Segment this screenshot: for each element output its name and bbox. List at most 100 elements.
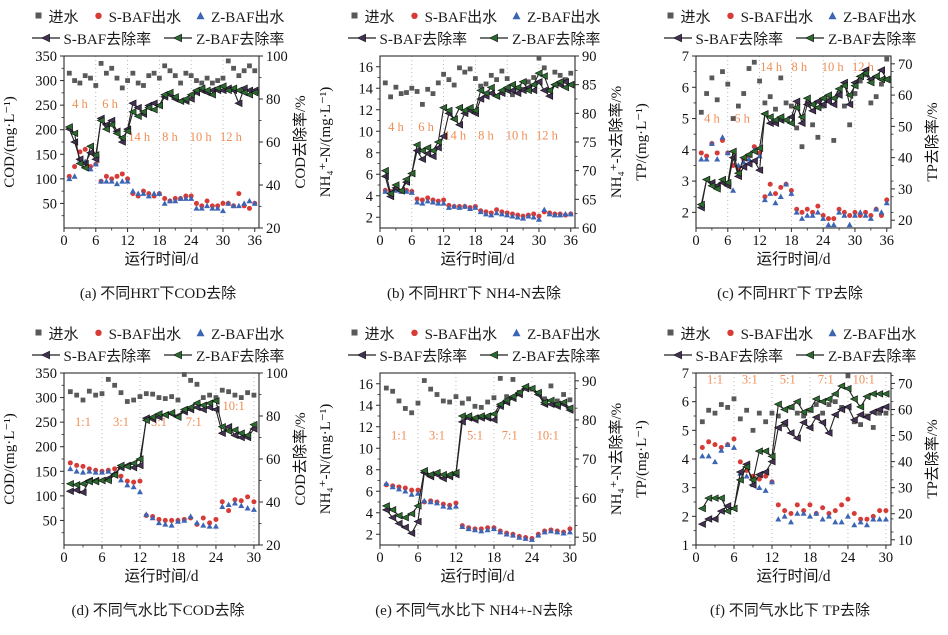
legend-item-influent: 进水 <box>348 323 395 344</box>
svg-text:36: 36 <box>248 233 263 249</box>
legend-item-z-baf-effluent: Z-BAF出水 <box>194 6 284 27</box>
legend-item-label: Z-BAF出水 <box>527 9 601 26</box>
svg-text:60: 60 <box>582 491 597 507</box>
z-baf-effluent-marker-icon <box>196 328 205 337</box>
caption-e: (e) 不同气水比下 NH4+-N去除 <box>375 603 573 619</box>
legend-f: 进水 S-BAF出水 Z-BAF出水 S-BAF去除率 Z-BAF去除率 <box>663 321 916 367</box>
svg-text:7:1: 7:1 <box>186 415 202 429</box>
svg-text:65: 65 <box>582 192 597 208</box>
legend-item-label: Z-BAF出水 <box>211 9 285 26</box>
legend-item-z-baf-removal: Z-BAF去除率 <box>480 28 600 49</box>
legend-item-label: Z-BAF去除率 <box>512 31 601 48</box>
svg-text:6: 6 <box>92 233 99 249</box>
svg-text:30: 30 <box>247 550 262 566</box>
legend-item-label: S-BAF出水 <box>424 9 498 26</box>
legend-item-label: Z-BAF去除率 <box>828 348 917 365</box>
series-z-baf-removal <box>64 82 259 172</box>
svg-text:80: 80 <box>266 409 281 425</box>
svg-text:12: 12 <box>133 550 148 566</box>
svg-text:运行时间/d: 运行时间/d <box>440 250 514 268</box>
legend-item-label: Z-BAF出水 <box>527 326 601 343</box>
legend-item-label: Z-BAF去除率 <box>196 348 285 365</box>
svg-text:36: 36 <box>564 233 579 249</box>
legend-row-2: S-BAF去除率 Z-BAF去除率 <box>31 28 284 49</box>
legend-item-label: S-BAF去除率 <box>695 348 784 365</box>
z-baf-removal-marker-icon <box>480 350 509 360</box>
series-z-baf-removal <box>381 382 574 522</box>
legend-row-2: S-BAF去除率 Z-BAF去除率 <box>663 28 916 49</box>
svg-text:40: 40 <box>898 455 913 471</box>
svg-text:TP去除率/%: TP去除率/% <box>924 419 941 498</box>
svg-text:16: 16 <box>359 60 374 76</box>
svg-text:4: 4 <box>366 506 374 522</box>
x-axis: 0 6 12 18 24 30 36 运行时间/d <box>60 228 262 268</box>
series-influent <box>383 375 573 416</box>
caption-d: (d) 不同气水比下COD去除 <box>71 603 245 619</box>
svg-text:运行时间/d: 运行时间/d <box>124 567 198 585</box>
legend-item-influent: 进水 <box>664 323 711 344</box>
svg-text:60: 60 <box>266 452 281 468</box>
svg-text:2: 2 <box>682 509 689 525</box>
svg-text:TP去除率/%: TP去除率/% <box>924 102 941 181</box>
s-baf-effluent-marker-icon <box>726 329 734 336</box>
s-baf-removal-marker-icon <box>31 33 60 43</box>
svg-text:20: 20 <box>898 213 913 229</box>
svg-text:300: 300 <box>35 391 57 407</box>
svg-text:70: 70 <box>898 57 913 73</box>
svg-text:运行时间/d: 运行时间/d <box>124 250 198 268</box>
s-baf-removal-marker-icon <box>347 33 376 43</box>
legend-item-label: 进水 <box>680 326 711 343</box>
x-axis: 0 6 12 18 24 30 运行时间/d <box>376 545 577 585</box>
svg-text:8 h: 8 h <box>792 60 808 74</box>
legend-item-z-baf-removal: Z-BAF去除率 <box>480 345 600 366</box>
svg-text:1: 1 <box>682 538 689 554</box>
svg-text:40: 40 <box>898 151 913 167</box>
influent-marker-icon <box>667 12 674 19</box>
svg-text:1:1: 1:1 <box>707 372 723 386</box>
legend-d: 进水 S-BAF出水 Z-BAF出水 S-BAF去除率 Z-BAF去除率 <box>31 321 284 367</box>
legend-a: 进水 S-BAF出水 Z-BAF出水 S-BAF去除率 Z-BAF去除率 <box>31 4 284 50</box>
svg-text:3:1: 3:1 <box>113 415 129 429</box>
svg-text:14: 14 <box>359 81 374 97</box>
svg-text:18: 18 <box>468 233 483 249</box>
legend-row-1: 进水 S-BAF出水 Z-BAF出水 <box>664 6 916 27</box>
svg-text:50: 50 <box>43 513 58 529</box>
svg-text:0: 0 <box>692 233 699 249</box>
svg-text:18: 18 <box>152 233 167 249</box>
legend-item-z-baf-effluent: Z-BAF出水 <box>826 6 916 27</box>
svg-text:50: 50 <box>43 196 58 212</box>
svg-text:6: 6 <box>682 395 689 411</box>
y-axis-right: 60 65 70 75 80 85 90 NH₄⁺-N去除率/% <box>575 50 625 237</box>
svg-text:COD去除率/%: COD去除率/% <box>292 412 309 505</box>
y-axis-left: 2 3 4 5 6 7 TP/(mg·L⁻¹) <box>634 50 696 221</box>
s-baf-effluent-marker-icon <box>94 329 102 336</box>
caption-b: (b) 不同HRT下 NH4-N去除 <box>386 286 562 302</box>
series-s-baf-removal <box>696 66 891 212</box>
gridlines <box>411 56 540 228</box>
svg-text:6: 6 <box>730 550 737 566</box>
chart-e: 0 6 12 18 24 30运行时间/d246810121416NH₄⁺-N/(mg·L… <box>318 372 625 585</box>
svg-text:8 h: 8 h <box>478 129 494 143</box>
svg-text:30: 30 <box>848 233 863 249</box>
subplot-b: 进水 S-BAF出水 Z-BAF出水 S-BAF去除率 Z-BAF去除率 0 6 12 18 2… <box>316 0 632 317</box>
svg-text:1:1: 1:1 <box>75 415 91 429</box>
svg-text:6: 6 <box>366 167 373 183</box>
legend-item-label: Z-BAF去除率 <box>512 348 601 365</box>
svg-text:7:1: 7:1 <box>818 372 834 386</box>
svg-text:12: 12 <box>120 233 135 249</box>
svg-text:100: 100 <box>35 172 57 188</box>
svg-text:75: 75 <box>582 135 597 151</box>
svg-text:250: 250 <box>35 98 57 114</box>
legend-item-z-baf-effluent: Z-BAF出水 <box>510 323 600 344</box>
legend-item-z-baf-removal: Z-BAF去除率 <box>796 345 916 366</box>
s-baf-effluent-marker-icon <box>94 12 102 19</box>
legend-row-2: S-BAF去除率 Z-BAF去除率 <box>347 345 600 366</box>
legend-item-z-baf-removal: Z-BAF去除率 <box>164 345 284 366</box>
legend-item-s-baf-effluent: S-BAF出水 <box>408 6 498 27</box>
svg-text:50: 50 <box>898 429 913 445</box>
legend-row-1: 进水 S-BAF出水 Z-BAF出水 <box>32 6 284 27</box>
svg-text:6: 6 <box>98 550 105 566</box>
svg-text:85: 85 <box>582 78 597 94</box>
svg-text:18: 18 <box>803 550 818 566</box>
svg-text:100: 100 <box>266 50 288 65</box>
